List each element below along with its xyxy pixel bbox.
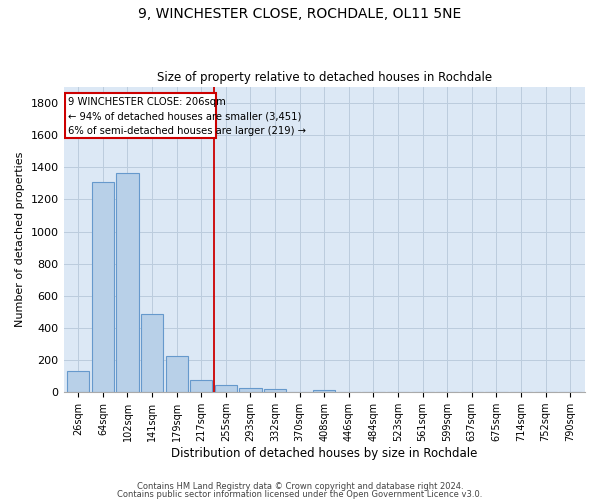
Bar (190, 380, 212, 392)
Bar (313, 390, 335, 392)
Title: Size of property relative to detached houses in Rochdale: Size of property relative to detached ho… (157, 72, 492, 85)
Bar (239, 388, 262, 392)
Bar (92, 182, 114, 392)
X-axis label: Distribution of detached houses by size in Rochdale: Distribution of detached houses by size … (171, 447, 478, 460)
Text: 6% of semi-detached houses are larger (219) →: 6% of semi-detached houses are larger (2… (68, 126, 307, 136)
Text: Contains HM Land Registry data © Crown copyright and database right 2024.: Contains HM Land Registry data © Crown c… (137, 482, 463, 491)
FancyBboxPatch shape (65, 94, 216, 138)
Bar (215, 385, 237, 392)
Bar (67, 370, 89, 392)
Text: 9 WINCHESTER CLOSE: 206sqm: 9 WINCHESTER CLOSE: 206sqm (68, 98, 226, 108)
Bar (116, 173, 139, 392)
Bar (264, 390, 286, 392)
Text: 9, WINCHESTER CLOSE, ROCHDALE, OL11 5NE: 9, WINCHESTER CLOSE, ROCHDALE, OL11 5NE (139, 8, 461, 22)
Y-axis label: Number of detached properties: Number of detached properties (15, 152, 25, 328)
Bar (141, 314, 163, 392)
Text: Contains public sector information licensed under the Open Government Licence v3: Contains public sector information licen… (118, 490, 482, 499)
Bar (166, 356, 188, 392)
Text: ← 94% of detached houses are smaller (3,451): ← 94% of detached houses are smaller (3,… (68, 112, 302, 122)
